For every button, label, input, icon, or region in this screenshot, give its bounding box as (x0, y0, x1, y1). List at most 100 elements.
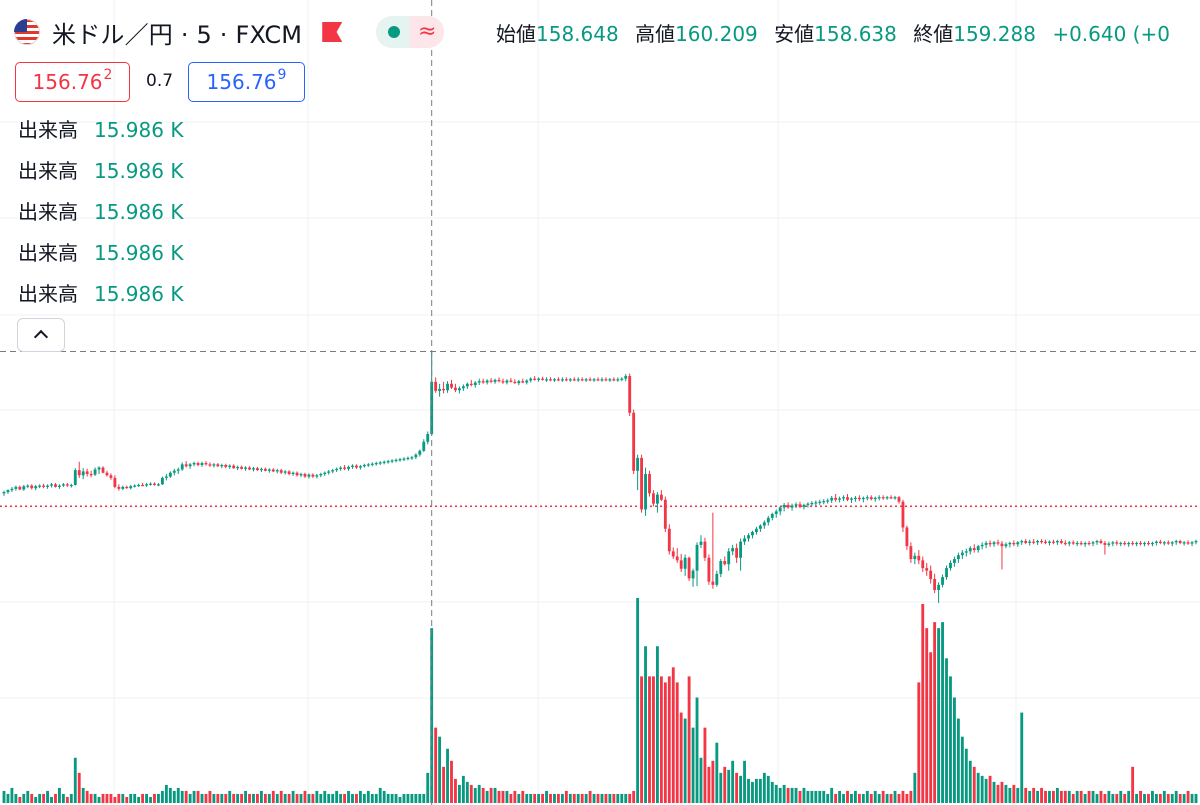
candle-body (240, 466, 244, 469)
candle-body (556, 379, 560, 381)
volume-bar (1024, 787, 1028, 803)
candle-body (806, 503, 810, 505)
volume-bar (964, 748, 968, 803)
candle-body (477, 381, 481, 383)
volume-bar (394, 793, 398, 803)
volume-bar (1135, 793, 1139, 803)
candle-body (624, 376, 628, 379)
candle-body (743, 538, 746, 542)
volume-bar (826, 793, 830, 803)
candle-body (358, 466, 362, 468)
volume-bar (469, 784, 473, 803)
candle-body (366, 464, 370, 466)
volume-bar (727, 769, 731, 803)
candle-body (996, 542, 1000, 544)
buy-button[interactable]: 156.76 9 (188, 62, 305, 102)
candle-body (450, 383, 453, 388)
collapse-legend-button[interactable] (17, 318, 65, 352)
candle-body (893, 497, 897, 499)
candle-body (410, 457, 414, 459)
candle-body (267, 469, 271, 471)
candle-body (422, 441, 426, 451)
volume-bar (434, 727, 438, 803)
sell-price: 156.76 (32, 70, 103, 94)
candle-body (394, 459, 398, 462)
candle-body (1170, 542, 1174, 544)
candle-body (457, 388, 461, 391)
buy-price: 156.76 (206, 70, 277, 94)
volume-bar (438, 736, 442, 803)
volume-bar (711, 760, 715, 803)
sell-price-pip: 2 (103, 67, 113, 83)
candle-body (1020, 541, 1024, 543)
volume-bar (244, 790, 247, 803)
candle-body (18, 486, 22, 490)
candle-body (790, 505, 794, 508)
candle-body (97, 467, 101, 470)
volume-bar (1186, 790, 1190, 803)
volume-bar (529, 793, 533, 803)
volume-bar (600, 793, 604, 803)
volume-bar (89, 793, 93, 803)
volume-legend-row[interactable]: 出来高 15.986 K (18, 157, 183, 198)
candle-body (933, 579, 937, 590)
candle-body (842, 497, 845, 499)
open-value: 158.648 (536, 22, 619, 46)
candle-body (481, 381, 485, 383)
sell-button[interactable]: 156.76 2 (15, 62, 130, 102)
volume-legend-row[interactable]: 出来高 15.986 K (18, 116, 183, 157)
volume-bars (2, 598, 1198, 803)
candle-body (549, 379, 552, 381)
high-label: 高値 (635, 22, 676, 46)
candle-body (465, 383, 469, 387)
volume-bar (1095, 793, 1099, 803)
candle-body (85, 471, 89, 474)
close-value: 159.288 (953, 22, 1036, 46)
candle-body (61, 484, 65, 486)
candle-body (145, 484, 148, 486)
candle-body (188, 464, 192, 467)
volume-bar (386, 793, 390, 803)
candle-body (580, 379, 584, 381)
volume-bar (984, 778, 988, 803)
volume-bar (212, 793, 216, 803)
candle-body (113, 477, 117, 487)
volume-bar (418, 793, 422, 803)
candle-body (1111, 542, 1115, 544)
candle-body (604, 379, 608, 381)
volume-bar (596, 793, 600, 803)
volume-value: 15.986 K (94, 241, 184, 265)
candle-body (541, 378, 545, 380)
candle-body (600, 379, 604, 381)
candle-body (81, 471, 85, 476)
volume-bar (925, 628, 929, 803)
candle-body (493, 379, 497, 382)
volume-bar (485, 790, 489, 803)
market-status-pill[interactable]: ≈ (376, 16, 445, 48)
red-flag-icon[interactable] (322, 22, 342, 42)
candle-body (517, 381, 521, 384)
candle-body (311, 474, 315, 477)
candle-body (501, 381, 505, 383)
volume-legend-row[interactable]: 出来高 15.986 K (18, 239, 183, 280)
volume-bar (802, 787, 806, 803)
volume-legend-row[interactable]: 出来高 15.986 K (18, 198, 183, 239)
volume-bar (1000, 781, 1004, 803)
volume-bar (1067, 790, 1071, 803)
us-flag-icon (14, 19, 40, 45)
volume-bar (18, 796, 22, 803)
candle-body (121, 486, 125, 489)
volume-bar (663, 682, 667, 803)
candle-body (1115, 542, 1119, 544)
volume-bar (216, 793, 220, 803)
chart-header[interactable]: 米ドル／円 · 5 · FXCM ≈ (14, 14, 445, 50)
symbol-title[interactable]: 米ドル／円 · 5 · FXCM (52, 20, 303, 49)
volume-legend-row[interactable]: 出来高 15.986 K (18, 280, 183, 321)
candle-body (1008, 542, 1012, 545)
candle-body (521, 381, 525, 383)
volume-bar (628, 793, 632, 803)
candle-body (1143, 542, 1146, 545)
candle-body (406, 457, 410, 460)
volume-bar (101, 793, 105, 803)
